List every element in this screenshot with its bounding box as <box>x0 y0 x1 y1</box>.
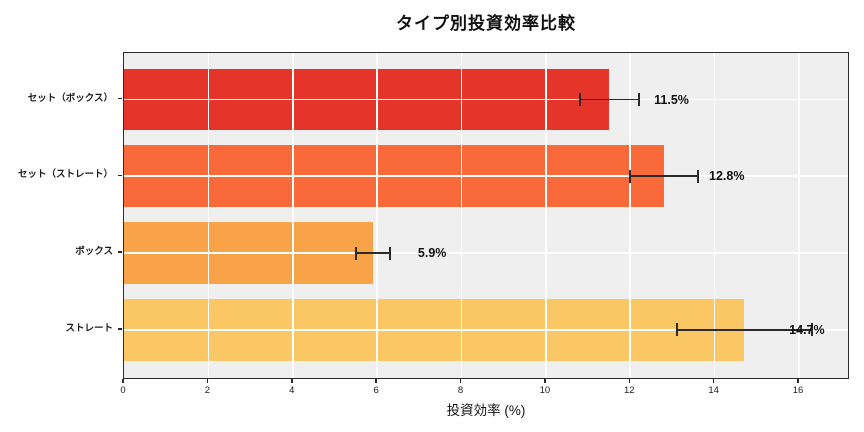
x-tick-label-0: 0 <box>120 385 126 396</box>
error-cap-0-0 <box>578 93 581 106</box>
y-tick-label-3: ストレート <box>65 322 113 334</box>
value-label-1: 12.8% <box>709 169 745 184</box>
value-label-2: 5.9% <box>417 246 447 260</box>
x-tick-mark-4 <box>291 379 293 383</box>
error-cap-3-1 <box>810 323 813 337</box>
x-tick-mark-8 <box>459 379 462 383</box>
y-tick-label-0: セット（ボックス） <box>27 92 113 104</box>
x-tick-mark-14 <box>712 379 715 383</box>
x-tick-label-10: 10 <box>539 385 551 396</box>
x-tick-label-12: 12 <box>623 385 635 396</box>
chart-title: タイプ別投資効率比較 <box>396 14 576 33</box>
x-tick-label-14: 14 <box>708 385 719 396</box>
x-tick-mark-16 <box>797 379 799 383</box>
x-tick-label-16: 16 <box>792 385 804 396</box>
y-tick-label-1: セット（ストレート） <box>17 169 113 181</box>
error-cap-1-0 <box>629 169 632 183</box>
x-tick-label-6: 6 <box>373 385 379 396</box>
y-tick-mark-1 <box>118 174 122 176</box>
gridline-y-1 <box>124 175 848 178</box>
y-tick-label-2: ボックス <box>75 246 113 257</box>
x-tick-mark-2 <box>206 379 209 383</box>
error-bar-2 <box>356 252 390 254</box>
x-tick-label-4: 4 <box>289 385 295 396</box>
error-bar-1 <box>630 175 698 178</box>
error-cap-0-1 <box>637 93 640 106</box>
gridline-y-2 <box>124 252 848 254</box>
x-tick-mark-12 <box>628 379 630 383</box>
error-cap-2-1 <box>388 246 391 260</box>
gridline-y-3 <box>124 328 848 331</box>
y-tick-mark-2 <box>118 251 122 253</box>
error-bar-3 <box>676 328 812 331</box>
value-label-3: 14.7% <box>789 322 825 337</box>
plot-area: 11.5% 12.8% 5.9% 14.7% <box>123 52 849 379</box>
value-label-0: 11.5% <box>654 92 689 107</box>
x-tick-mark-0 <box>122 379 124 383</box>
error-cap-2-0 <box>355 246 357 260</box>
x-axis-label: 投資効率 (%) <box>446 403 526 418</box>
x-tick-mark-6 <box>375 379 377 383</box>
x-tick-label-8: 8 <box>457 385 464 396</box>
gridline-x-12 <box>629 53 632 378</box>
error-cap-3-0 <box>675 323 678 337</box>
error-cap-1-1 <box>696 169 699 183</box>
gridline-x-2 <box>207 53 210 378</box>
y-tick-mark-0 <box>118 97 122 100</box>
gridline-x-10 <box>545 53 547 378</box>
error-bar-0 <box>579 98 639 101</box>
x-tick-mark-10 <box>544 379 546 383</box>
y-tick-mark-3 <box>118 328 122 330</box>
gridline-y-0 <box>124 98 848 101</box>
gridline-x-6 <box>376 53 378 378</box>
x-tick-label-2: 2 <box>204 385 211 396</box>
gridline-x-16 <box>798 53 800 378</box>
gridline-x-8 <box>460 53 463 378</box>
gridline-x-4 <box>291 53 294 378</box>
gridline-x-14 <box>713 53 716 378</box>
